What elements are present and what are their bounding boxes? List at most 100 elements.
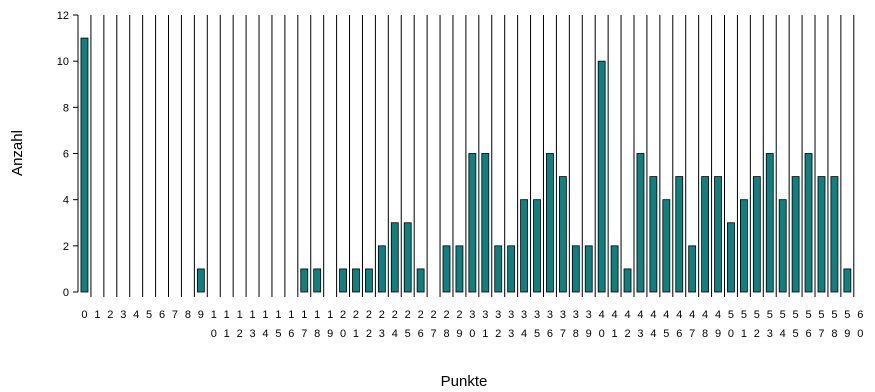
y-tick-label: 0 (63, 287, 69, 299)
y-axis-title: Anzahl (9, 130, 26, 176)
bar-39 (584, 245, 593, 293)
bar-33 (507, 245, 516, 293)
x-tick-label: 5 (146, 309, 152, 321)
bar-25 (403, 222, 412, 293)
y-ticks: 0 2 4 6 8 10 12 (57, 10, 78, 299)
x-tick-label: 8 (185, 309, 191, 321)
x-tick-label: 2 (107, 309, 113, 321)
bar-48 (701, 176, 710, 293)
bar-43 (636, 153, 645, 293)
bar-32 (494, 245, 503, 293)
bar-31 (481, 153, 490, 293)
bar-28 (442, 245, 451, 293)
bar-17 (300, 268, 309, 293)
x-tick-label: 7 (172, 309, 178, 321)
bar-45 (662, 199, 671, 293)
x-tick-label: 1 (94, 309, 100, 321)
y-tick-label: 4 (63, 195, 69, 207)
bar-40 (597, 60, 606, 293)
bar-47 (688, 245, 697, 293)
y-tick-label: 8 (63, 102, 69, 114)
x-axis-title: Punkte (441, 373, 488, 390)
bar-37 (558, 176, 567, 293)
bar-58 (830, 176, 839, 293)
x-tick-label: 3 (120, 309, 126, 321)
bar-20 (339, 268, 347, 293)
bar-55 (791, 176, 800, 293)
bar-46 (675, 176, 684, 293)
bar-59 (843, 268, 852, 293)
bars-group (80, 37, 852, 293)
bar-21 (352, 268, 360, 293)
bar-51 (739, 199, 748, 293)
bar-35 (533, 199, 541, 293)
bar-24 (390, 222, 399, 293)
bar-34 (520, 199, 528, 293)
bar-26 (416, 268, 425, 293)
y-tick-label: 2 (63, 241, 69, 253)
bar-29 (455, 245, 464, 293)
bar-23 (377, 245, 386, 293)
bar-56 (804, 153, 813, 293)
bar-57 (817, 176, 826, 293)
x-tick-label: 6 (159, 309, 165, 321)
bar-53 (765, 153, 774, 293)
bar-30 (468, 153, 477, 293)
bar-50 (727, 222, 735, 293)
x-tick-label: 9 (198, 309, 204, 321)
y-tick-label: 12 (57, 10, 69, 22)
y-tick-label: 6 (63, 149, 69, 161)
x-tick-label: 0 (81, 309, 87, 321)
bar-36 (546, 153, 554, 293)
bar-42 (623, 268, 632, 293)
x-tick-labels: 0 1 2 3 4 5 6 7 8 9 1 01 11 21 31 41 51 61 71 81 92 02 12 22 32 4… (81, 309, 863, 340)
